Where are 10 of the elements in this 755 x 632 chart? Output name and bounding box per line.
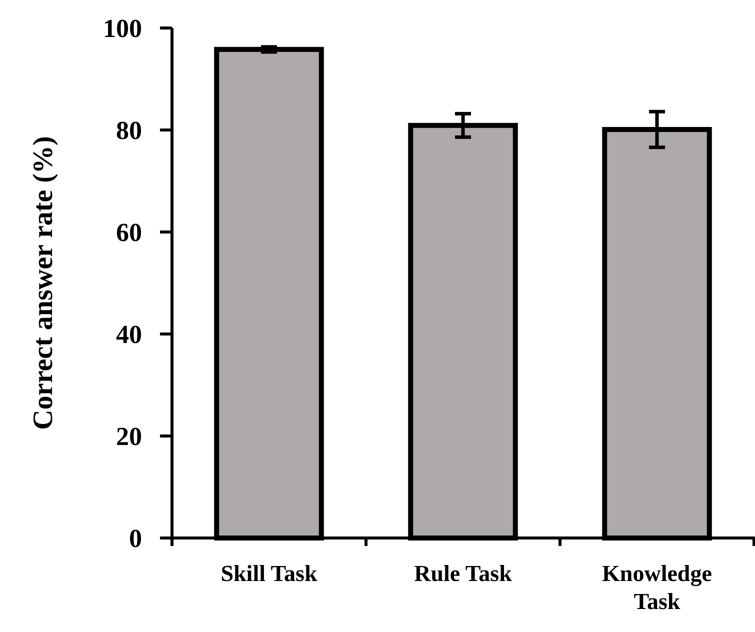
x-tick-label: Skill Task: [220, 561, 318, 586]
x-tick-label: Knowledge Task: [602, 561, 712, 614]
y-tick-label: 20: [116, 422, 142, 452]
y-tick-label: 60: [116, 218, 142, 248]
x-tick-label: Rule Task: [414, 561, 512, 586]
y-tick-label: 80: [116, 116, 142, 146]
y-tick-label: 100: [103, 14, 142, 44]
y-tick-label: 40: [116, 320, 142, 350]
y-tick-label: 0: [129, 524, 142, 554]
y-axis-title: Correct answer rate (%): [28, 136, 59, 430]
